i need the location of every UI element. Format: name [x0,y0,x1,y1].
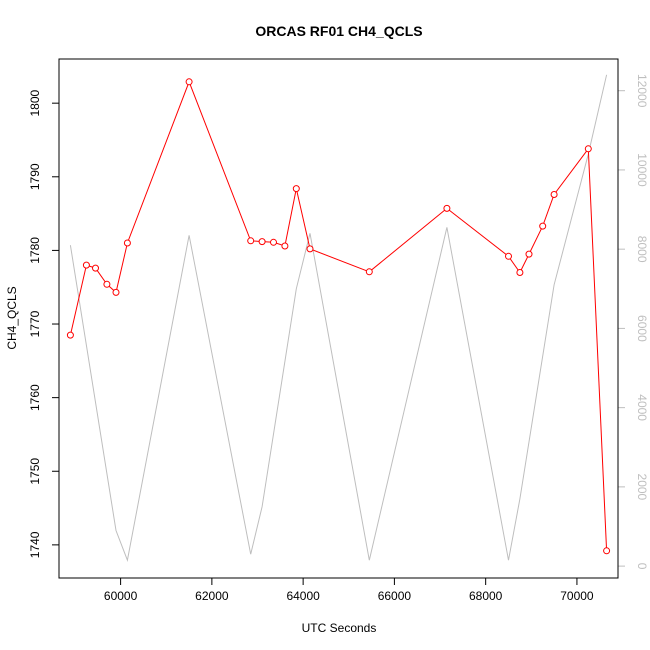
data-point [185,78,193,86]
y2-tick-label: 10000 [635,153,649,187]
data-point [82,261,90,269]
y-tick-label: 1750 [28,458,42,485]
data-point [516,269,524,276]
data-point [123,239,131,247]
data-point [103,280,111,288]
x-tick-label: 62000 [195,589,229,603]
data-point [550,191,558,198]
data-point [92,264,99,272]
axes-layer: 60000 62000 64000 66000 68000 700001740175017… [28,74,649,603]
x-tick-label: 68000 [469,589,503,603]
data-point [584,145,592,153]
plot-box [58,58,619,579]
y2-tick-label: 2000 [635,474,649,501]
y-tick-label: 1790 [28,163,42,190]
y-tick-label: 1800 [28,90,42,117]
y2-tick-label: 4000 [635,394,649,421]
data-point [281,242,289,250]
y-axis-label: CH4_QCLS [5,286,19,349]
y-tick-label: 1740 [28,531,42,558]
x-tick-label: 64000 [286,589,320,603]
data-point [603,547,611,555]
data-point [112,288,120,296]
y2-tick-label: 6000 [635,315,649,342]
y-tick-label: 1760 [28,384,42,411]
secondary-series-line [69,74,608,563]
x-tick-label: 66000 [378,589,412,603]
chart-title: ORCAS RF01 CH4_QCLS [255,23,422,39]
x-tick-label: 70000 [560,589,594,603]
y2-tick-label: 0 [635,563,649,570]
x-axis-label: UTC Seconds [302,621,377,635]
data-point [247,237,255,245]
data-point [306,245,314,253]
primary-series-layer [66,78,611,555]
y2-tick-label: 12000 [635,74,649,108]
data-point [292,185,300,193]
y-tick-label: 1780 [28,237,42,264]
data-point [443,204,451,212]
y2-tick-label: 8000 [635,236,649,263]
y-tick-label: 1770 [28,310,42,337]
data-point [258,238,266,246]
data-point [365,268,373,276]
data-point [539,222,547,230]
data-point [505,252,512,260]
data-point [66,331,74,339]
data-point [270,238,277,246]
secondary-series-layer [69,74,608,563]
ch4-series-line [69,80,608,551]
x-tick-label: 60000 [104,589,138,603]
data-point [525,250,533,258]
